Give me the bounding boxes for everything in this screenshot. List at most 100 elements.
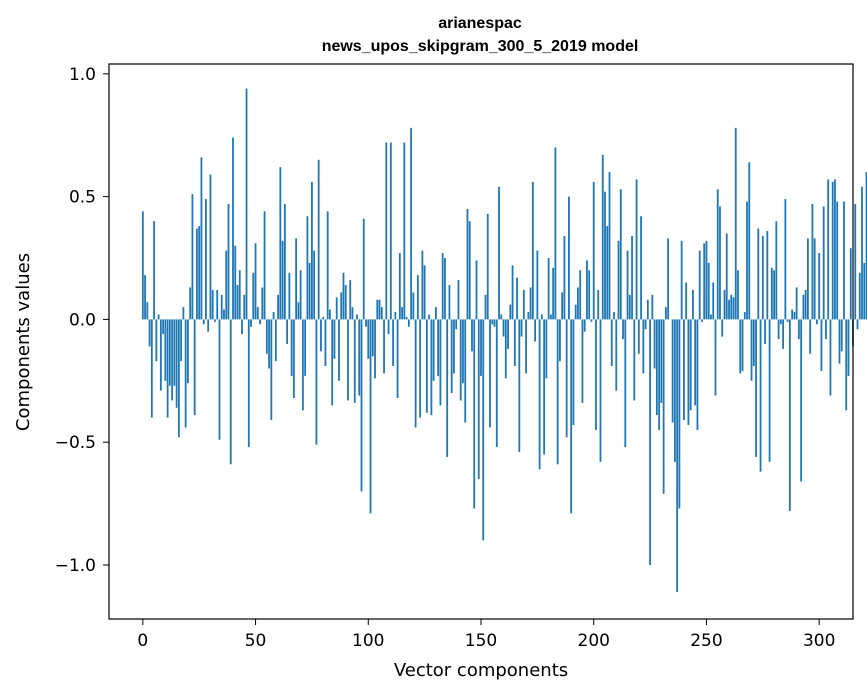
bar (687, 319, 690, 425)
bar (538, 319, 541, 470)
bar (435, 307, 437, 320)
bar (234, 245, 237, 320)
bar (825, 319, 827, 340)
bar (353, 319, 356, 403)
bar (236, 285, 239, 320)
bar (430, 319, 433, 416)
bar (865, 172, 867, 320)
bar (791, 309, 794, 320)
bar (394, 312, 397, 320)
bar (349, 280, 352, 320)
bar (444, 258, 446, 320)
bar (854, 203, 857, 320)
bar (813, 238, 816, 320)
bar (141, 211, 144, 320)
bar (308, 262, 311, 320)
bar (317, 159, 320, 320)
bar (741, 319, 744, 371)
bar (432, 319, 435, 381)
bar (743, 312, 746, 320)
bar (324, 319, 327, 367)
bar (471, 319, 473, 352)
bar (421, 250, 424, 320)
bar (392, 319, 394, 367)
bar (419, 319, 422, 418)
bar (766, 230, 769, 320)
bar (793, 312, 796, 320)
bar (570, 319, 573, 514)
bar (247, 319, 250, 448)
bar (437, 319, 440, 376)
bar (739, 319, 742, 374)
bar (329, 309, 331, 320)
bar (175, 319, 178, 408)
bar (200, 157, 203, 320)
bar (477, 319, 480, 480)
bar (473, 319, 476, 509)
bar (838, 319, 841, 364)
bar (716, 189, 719, 320)
bar (369, 319, 372, 514)
bar (502, 319, 505, 337)
bar (295, 238, 298, 320)
bar (782, 319, 785, 349)
bar (414, 319, 417, 428)
bar (322, 316, 325, 320)
bar (568, 196, 570, 320)
bar (365, 319, 367, 327)
bar (653, 319, 656, 369)
bar (543, 319, 546, 455)
bar (761, 235, 764, 320)
bar (376, 299, 379, 320)
bar (360, 319, 363, 492)
bar (836, 201, 839, 320)
bar (482, 319, 485, 541)
bar (148, 319, 151, 347)
bar (788, 319, 791, 511)
bar (241, 319, 243, 335)
bar (554, 147, 557, 320)
bar (338, 319, 340, 381)
bar (658, 319, 661, 430)
bar (734, 127, 737, 320)
bar (333, 319, 336, 359)
bar (840, 319, 843, 352)
bar (207, 319, 210, 332)
bar (579, 270, 582, 320)
x-tick-label: 0 (137, 631, 148, 651)
bar (164, 319, 167, 381)
bar (511, 265, 514, 320)
bar (660, 319, 663, 403)
bar (243, 294, 246, 320)
bar (604, 191, 606, 320)
bar (227, 203, 230, 320)
bar (209, 174, 212, 320)
bar (340, 292, 343, 320)
bar (448, 285, 451, 320)
bar (277, 294, 279, 320)
bar (834, 179, 836, 320)
bar (583, 319, 586, 332)
bar (784, 199, 787, 320)
bar (288, 272, 291, 320)
bar (225, 250, 228, 320)
bar (297, 302, 300, 320)
bar (822, 206, 825, 320)
bar (144, 275, 146, 320)
bar (545, 319, 548, 379)
bar (651, 294, 654, 320)
bar (615, 319, 618, 391)
bar (187, 319, 189, 384)
bar (775, 221, 778, 320)
bar (220, 294, 223, 320)
bar (522, 289, 525, 320)
bar (155, 319, 158, 362)
bar (633, 319, 636, 401)
bar (270, 319, 273, 421)
bar (315, 319, 318, 445)
bar (820, 319, 823, 371)
bar (459, 319, 462, 401)
bar (689, 319, 692, 411)
bar (191, 194, 194, 320)
bar (590, 319, 593, 322)
